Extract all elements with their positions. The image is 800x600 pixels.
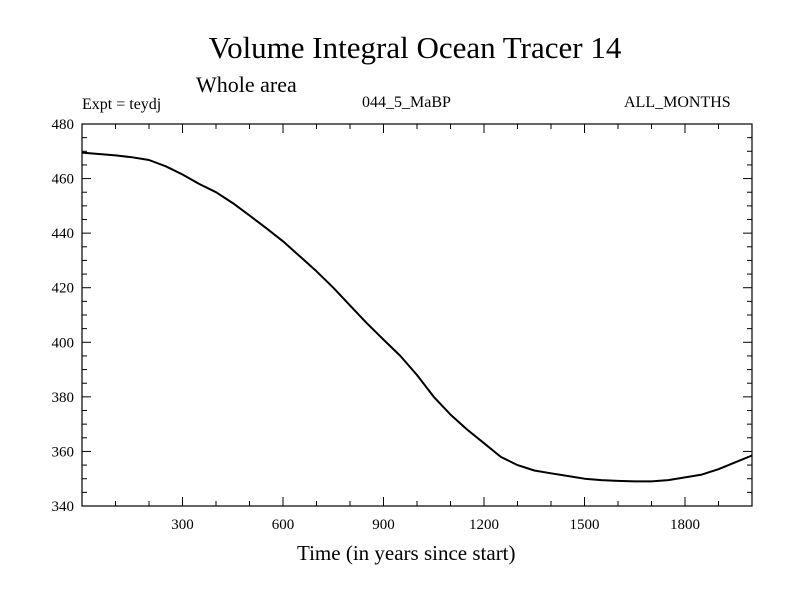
x-tick-label: 600 [272, 517, 295, 533]
ticks-layer [82, 124, 752, 506]
series-line [81, 151, 753, 483]
x-tick-label: 900 [372, 517, 395, 533]
y-tick-label: 440 [52, 226, 75, 242]
months-label: ALL_MONTHS [624, 94, 731, 111]
chart-subtitle: Whole area [196, 72, 297, 97]
chart-title: Volume Integral Ocean Tracer 14 [208, 30, 622, 65]
y-tick-label: 420 [52, 281, 75, 297]
plot-frame [81, 123, 753, 507]
x-axis-label: Time (in years since start) [297, 541, 516, 565]
x-tick-label: 1800 [670, 517, 700, 533]
y-tick-label: 460 [52, 172, 75, 188]
tick-labels-layer: 300 600 900 1200 1500 1800 340 360 380 400 420 440 4… [52, 117, 701, 533]
run-label: 044_5_MaBP [362, 94, 451, 111]
experiment-label: Expt = teydj [82, 96, 162, 113]
y-tick-label: 360 [52, 444, 75, 460]
x-tick-label: 1500 [570, 517, 600, 533]
y-tick-label: 380 [52, 390, 75, 406]
x-tick-label: 300 [171, 517, 194, 533]
y-tick-label: 340 [52, 499, 75, 515]
y-tick-label: 400 [52, 335, 75, 351]
x-tick-label: 1200 [469, 517, 499, 533]
y-tick-label: 480 [52, 117, 75, 133]
